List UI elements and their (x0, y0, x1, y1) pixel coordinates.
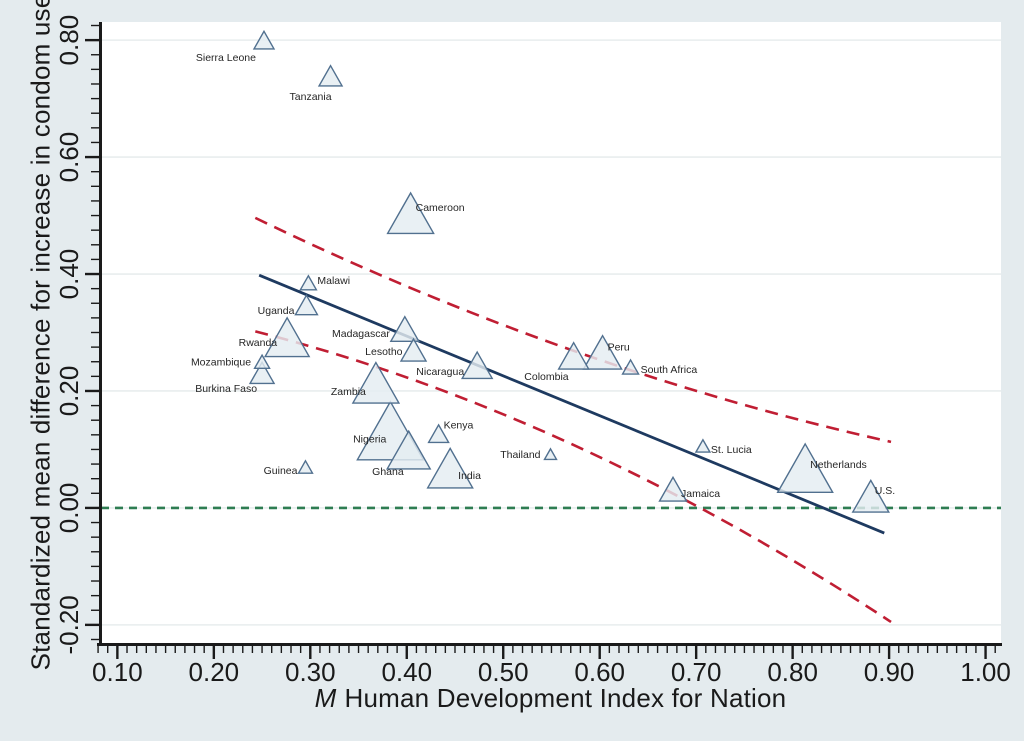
label-sierra-leone: Sierra Leone (196, 52, 256, 64)
label-malawi: Malawi (317, 275, 350, 287)
label-st-lucia: St. Lucia (711, 444, 752, 456)
x-axis-title: M Human Development Index for Nation (100, 683, 1001, 714)
marker-sierra-leone (252, 29, 276, 50)
x-tick-label-1.00: 1.00 (960, 657, 1011, 687)
label-south-africa: South Africa (641, 364, 698, 376)
label-zambia: Zambia (331, 386, 366, 398)
x-axis-title-italic-m: M (314, 683, 337, 713)
marker-netherlands (776, 442, 834, 494)
marker-tanzania (317, 64, 344, 87)
label-colombia: Colombia (524, 371, 569, 383)
marker-rwanda (263, 316, 311, 358)
ci-lower-line (254, 330, 892, 624)
x-tick-label-0.30: 0.30 (285, 657, 336, 687)
marker-lesotho (399, 337, 428, 362)
marker-u-s (851, 478, 890, 513)
label-nigeria: Nigeria (353, 434, 386, 446)
marker-south-africa (621, 358, 640, 375)
point-labels: Sierra Leone Tanzania Cameroon Malawi Uganda… (191, 52, 895, 500)
label-jamaica: Jamaica (681, 488, 720, 500)
label-nicaragua: Nicaragua (416, 366, 464, 378)
marker-madagascar (389, 315, 421, 343)
marker-uganda (294, 293, 319, 316)
y-tick-label-0.80: 0.80 (54, 15, 84, 66)
marker-malawi (299, 274, 318, 291)
plot-area (100, 22, 1001, 643)
y-tick-labels: 0.80 0.60 0.40 0.20 0.00 -0.20 (54, 15, 84, 655)
marker-peru (582, 334, 623, 370)
label-uganda: Uganda (258, 305, 295, 317)
x-tick-label-0.60: 0.60 (574, 657, 625, 687)
label-rwanda: Rwanda (239, 337, 278, 349)
y-tick-label-0.20: 0.20 (54, 366, 84, 417)
marker-india (426, 446, 474, 489)
marker-zambia (351, 361, 401, 404)
x-tick-label-0.80: 0.80 (767, 657, 818, 687)
label-ghana: Ghana (372, 466, 404, 478)
x-tick-label-0.70: 0.70 (671, 657, 722, 687)
y-tick-label--0.20: -0.20 (54, 595, 84, 654)
marker-jamaica (658, 475, 688, 502)
label-thailand: Thailand (500, 449, 540, 461)
x-tick-label-0.40: 0.40 (381, 657, 432, 687)
marker-colombia (557, 341, 590, 370)
marker-kenya (427, 423, 450, 444)
label-madagascar: Madagascar (332, 328, 390, 340)
x-tick-label-0.10: 0.10 (92, 657, 143, 687)
marker-guinea (297, 459, 314, 474)
label-tanzania: Tanzania (290, 91, 332, 103)
label-india: India (458, 470, 481, 482)
y-tick-label-0.00: 0.00 (54, 483, 84, 534)
x-tick-label-0.20: 0.20 (189, 657, 240, 687)
label-netherlands: Netherlands (810, 459, 867, 471)
label-kenya: Kenya (444, 420, 474, 432)
marker-cameroon (386, 191, 435, 235)
x-tick-label-0.90: 0.90 (864, 657, 915, 687)
label-u-s: U.S. (875, 485, 895, 497)
axis-ticks (85, 24, 996, 659)
label-peru: Peru (608, 341, 630, 353)
label-cameroon: Cameroon (416, 202, 465, 214)
gridlines (100, 39, 1001, 626)
marker-st-lucia (694, 438, 712, 453)
x-axis-title-rest: Human Development Index for Nation (344, 683, 787, 713)
y-axis-title: Standardized mean difference for increas… (25, 0, 56, 671)
label-mozambique: Mozambique (191, 357, 251, 369)
y-tick-label-0.60: 0.60 (54, 132, 84, 183)
marker-ghana (385, 429, 432, 470)
markers (248, 29, 890, 513)
x-tick-labels: 0.10 0.20 0.30 0.40 0.50 0.60 0.70 0.80 0.90 1.00 (92, 657, 1011, 687)
label-burkina-faso: Burkina Faso (195, 383, 257, 395)
label-lesotho: Lesotho (365, 346, 403, 358)
marker-mozambique (253, 353, 271, 370)
marker-thailand (543, 447, 558, 461)
label-guinea: Guinea (264, 465, 298, 477)
marker-nicaragua (460, 350, 494, 380)
marker-burkina-faso (248, 360, 276, 385)
y-tick-label-0.40: 0.40 (54, 249, 84, 300)
x-tick-label-0.50: 0.50 (478, 657, 529, 687)
